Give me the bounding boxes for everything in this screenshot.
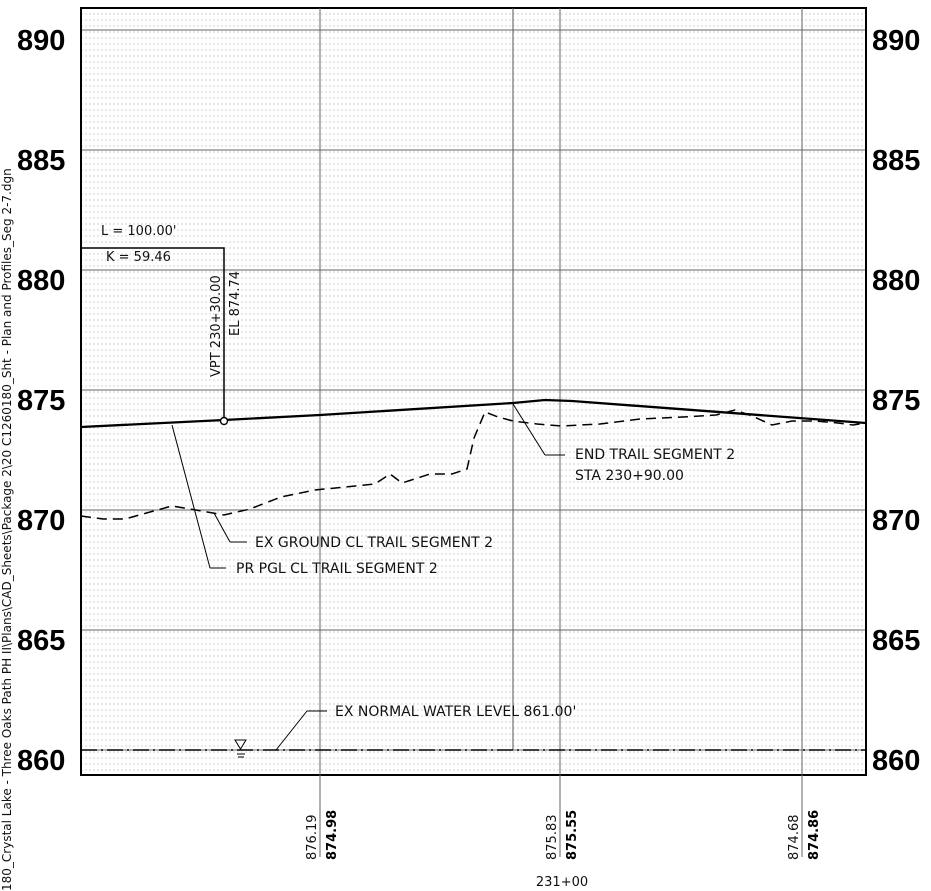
elev-label-left-860: 860 — [17, 745, 65, 777]
curve-k-label: K = 59.46 — [106, 250, 171, 265]
vpt-elevation-label: EL 874.74 — [228, 271, 243, 336]
elev-label-right-880: 880 — [872, 265, 920, 297]
pr-pgl-leader — [171, 424, 211, 569]
elev-label-left-870: 870 — [17, 505, 65, 537]
elev-label-left-885: 885 — [17, 145, 65, 177]
minor-grid-lines — [81, 13, 866, 771]
elev-label-left-865: 865 — [17, 625, 65, 657]
end-segment-label-line1: END TRAIL SEGMENT 2 — [575, 447, 735, 463]
bottom-proposed-elevation-1: 874.98 — [325, 810, 340, 860]
major-grid-lines — [81, 29, 866, 751]
curve-length-label: L = 100.00' — [101, 224, 176, 239]
bottom-existing-elevation-3: 874.68 — [787, 815, 802, 861]
elev-label-left-875: 875 — [17, 385, 65, 417]
ex-ground-label: EX GROUND CL TRAIL SEGMENT 2 — [255, 535, 493, 551]
water-level-label: EX NORMAL WATER LEVEL 861.00' — [335, 704, 576, 720]
vpt-point-marker — [219, 416, 229, 426]
elev-label-right-860: 860 — [872, 745, 920, 777]
bottom-proposed-elevation-3: 874.86 — [807, 810, 822, 860]
elev-label-left-880: 880 — [17, 265, 65, 297]
profile-grid-border — [80, 7, 867, 776]
pr-pgl-label: PR PGL CL TRAIL SEGMENT 2 — [236, 561, 438, 577]
elev-label-right-875: 875 — [872, 385, 920, 417]
elev-label-right-890: 890 — [872, 25, 920, 57]
water-level-symbol — [234, 739, 247, 758]
ex-ground-leader — [213, 512, 231, 543]
station-label-231-00: 231+00 — [536, 875, 588, 890]
cad-file-path: 180_Crystal Lake - Three Oaks Path PH II… — [0, 168, 14, 891]
vpt-station-label: VPT 230+30.00 — [209, 275, 224, 377]
bottom-existing-elevation-1: 876.19 — [305, 815, 320, 861]
elev-label-right-885: 885 — [872, 145, 920, 177]
elev-label-right-870: 870 — [872, 505, 920, 537]
elev-label-left-890: 890 — [17, 25, 65, 57]
water-label-leader — [275, 710, 308, 751]
bottom-existing-elevation-2: 875.83 — [545, 815, 560, 861]
elev-label-right-865: 865 — [872, 625, 920, 657]
bottom-proposed-elevation-2: 875.55 — [565, 810, 580, 860]
end-segment-leader — [512, 403, 546, 456]
end-segment-label-line2: STA 230+90.00 — [575, 468, 684, 484]
